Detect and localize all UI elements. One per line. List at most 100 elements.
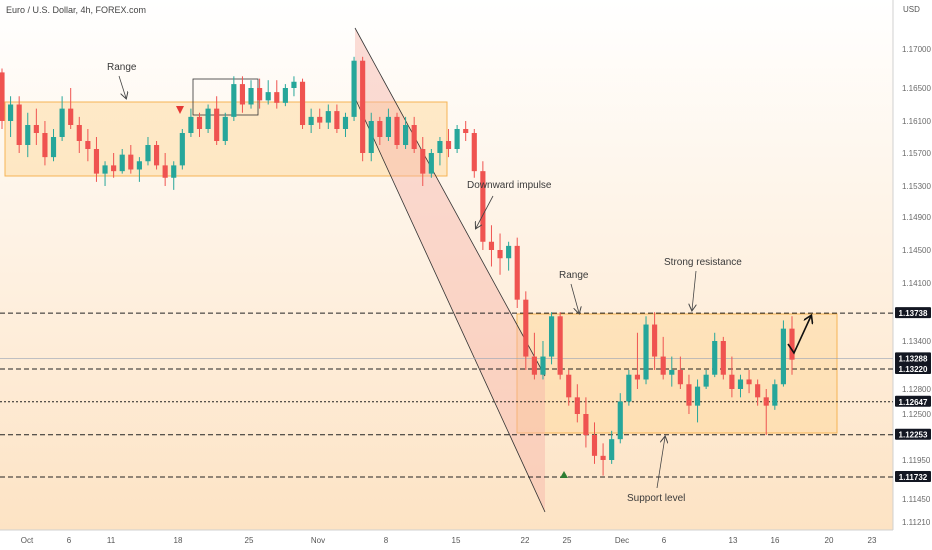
candle-body [523,299,529,357]
levels-layer [0,312,893,478]
candle-body [162,165,168,178]
candle-body [231,84,237,117]
y-tick-label: 1.14100 [902,279,931,288]
time-axis-background [0,530,932,550]
candle-body [368,121,374,153]
candle-body [145,145,151,162]
candle-body [59,108,65,137]
price-label-box [895,428,931,440]
candle-body [42,133,48,158]
channel-lower-line [354,97,546,513]
x-tick-label: 13 [729,536,738,545]
candle-body [720,341,726,375]
candle-body [282,88,288,103]
candle-body [403,125,409,145]
candle-body [471,133,477,172]
price-label-box [895,395,931,407]
price-axis-background [893,0,932,550]
annotation-downward-arrow [476,195,494,228]
y-tick-label: 1.13400 [902,337,931,346]
y-tick-label: 1.15700 [902,149,931,158]
sell-marker-icon [176,106,184,114]
x-tick-label: 6 [67,536,72,545]
y-tick-label: 1.12800 [902,385,931,394]
annotation-downward-impulse: Downward impulse [467,180,552,191]
candle-body [128,154,134,170]
candle-body [25,125,31,145]
candle-body [50,137,57,158]
candle-body [111,165,117,172]
candle-body [454,129,460,149]
candle-body [583,414,589,435]
candle-body [299,81,306,125]
candle-body [617,401,623,440]
candles-layer [0,56,795,476]
annotation-support-level: Support level [627,493,685,504]
candle-body [566,374,572,398]
y-tick-label: 1.15300 [902,182,931,191]
candle-body [463,129,469,133]
candle-body [411,125,417,149]
candle-body [179,133,185,166]
candle-body [626,374,632,402]
price-label-value: 1.13220 [899,365,928,374]
candle-body [222,116,228,141]
candle-body [780,328,786,385]
candle-body [703,374,709,387]
candle-body [609,439,615,460]
x-tick-label: 6 [662,536,667,545]
candle-body [257,88,263,101]
candle-body [634,374,641,380]
candle-body [85,141,91,149]
candle-body [102,165,108,174]
candle-body [677,369,683,385]
y-tick-label: 1.17000 [902,45,931,54]
candle-body [746,379,752,385]
y-tick-label: 1.16500 [902,84,931,93]
y-tick-label: 1.12500 [902,410,931,419]
candle-body [686,384,692,406]
candle-body [531,356,537,375]
candle-body [274,92,280,103]
y-tick-label: 1.11210 [902,518,931,527]
y-tick-label: 1.14900 [902,213,931,222]
candle-body [660,356,666,375]
projection-arrow [787,316,811,355]
candle-body [694,386,701,406]
candle-body [239,84,246,105]
range-box-right [516,313,838,434]
candle-body [351,60,357,117]
candle-body [93,149,100,174]
candle-body [669,369,675,375]
candle-body [317,116,323,123]
x-tick-label: Nov [311,536,325,545]
buy-marker-icon [560,471,568,478]
candle-body [591,435,598,456]
candle-body [437,141,443,153]
annotation-range-left: Range [107,62,137,73]
candle-body [291,81,297,88]
annotation-range-left-arrow [118,75,126,98]
candle-body [265,92,271,101]
candle-body [136,161,142,170]
x-tick-label: 8 [384,536,389,545]
x-axis-ticks: Oct 6 11 18 25 Nov 8 15 22 25 Dec 6 13 16 20 23 [21,536,877,545]
candle-body [755,384,761,398]
annotation-range-right: Range [559,270,589,281]
price-label-box [895,471,931,483]
y-tick-label: 1.11950 [902,456,931,465]
price-label-value: 1.13738 [899,309,928,318]
channel-upper-line [354,27,546,377]
x-tick-label: 22 [521,536,530,545]
candle-body [574,397,580,414]
candle-body [214,108,220,141]
candle-body [480,171,486,242]
candle-body [377,121,383,137]
currency-label: USD [903,5,920,14]
candle-body [68,108,74,125]
candle-body [334,111,340,129]
candle-body [153,145,160,166]
candle-body [385,116,391,137]
